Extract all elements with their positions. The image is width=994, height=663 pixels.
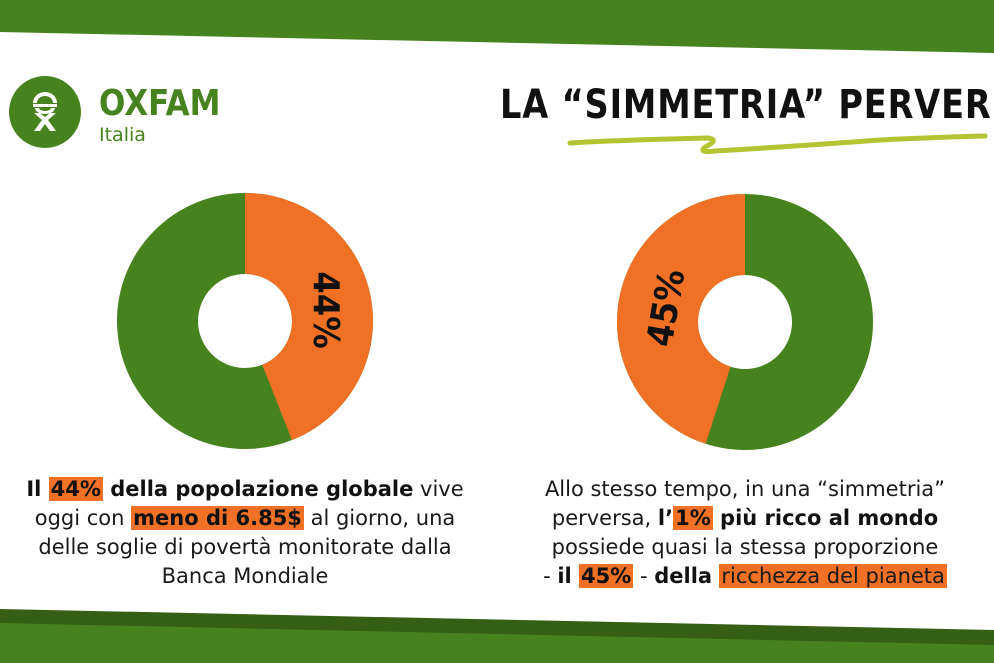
oxfam-logo[interactable]: OXFAM Italia — [99, 83, 240, 147]
highlight-wealth: ricchezza del pianeta — [719, 564, 947, 588]
caption-bold-text: della popolazione globale — [102, 477, 414, 501]
right-caption: Allo stesso tempo, in una “simmetria” pe… — [520, 475, 970, 591]
left-caption-line-3: delle soglie di povertà monitorate dalla — [38, 535, 452, 559]
caption-text: oggi con — [34, 506, 132, 530]
caption-bold-text: della — [654, 564, 720, 588]
highlight-1-percent: 1% — [673, 506, 713, 530]
bottom-band — [0, 623, 994, 663]
caption-text: al giorno, una — [303, 506, 456, 530]
logo-brand: OXFAM — [99, 83, 221, 124]
left-caption-line-1: Il 44% della popolazione globale vive — [15, 475, 475, 504]
donut-right-slice — [617, 194, 873, 450]
caption-bold-text: più ricco al mondo — [712, 506, 939, 530]
left-caption-line-2: oggi con meno di 6.85$ al giorno, una — [15, 504, 475, 533]
highlight-44-percent: 44% — [48, 477, 103, 501]
caption-text: Il — [26, 477, 49, 501]
caption-text: - — [543, 564, 558, 588]
highlight-45-percent: 45% — [579, 564, 634, 588]
right-caption-line-1: Allo stesso tempo, in una “simmetria” — [544, 477, 946, 501]
donut-left-label: 44% — [305, 271, 346, 349]
donut-left-slice — [117, 193, 373, 449]
caption-bold-text: il — [557, 564, 580, 588]
top-band — [0, 0, 994, 53]
caption-text: vive — [413, 477, 464, 501]
oxfam-figure-icon — [9, 76, 81, 148]
logo-subtitle: Italia — [99, 124, 146, 146]
caption-text: perversa, — [551, 506, 658, 530]
page-title: LA “SIMMETRIA” PERVERSA — [500, 82, 994, 128]
right-caption-line-3: possiede quasi la stessa proporzione — [551, 535, 939, 559]
caption-bold-text: l’ — [657, 506, 674, 530]
right-caption-line-2: perversa, l’1% più ricco al mondo — [520, 504, 970, 533]
left-caption: Il 44% della popolazione globale vive og… — [15, 475, 475, 591]
left-caption-line-4: Banca Mondiale — [161, 564, 329, 588]
donut-chart-right — [617, 194, 873, 450]
title-underline-squiggle — [567, 133, 988, 154]
donut-chart-left — [117, 193, 373, 449]
caption-text: - — [633, 564, 655, 588]
highlight-threshold: meno di 6.85$ — [131, 506, 304, 530]
right-caption-line-4: - il 45% - della ricchezza del pianeta — [520, 562, 970, 591]
